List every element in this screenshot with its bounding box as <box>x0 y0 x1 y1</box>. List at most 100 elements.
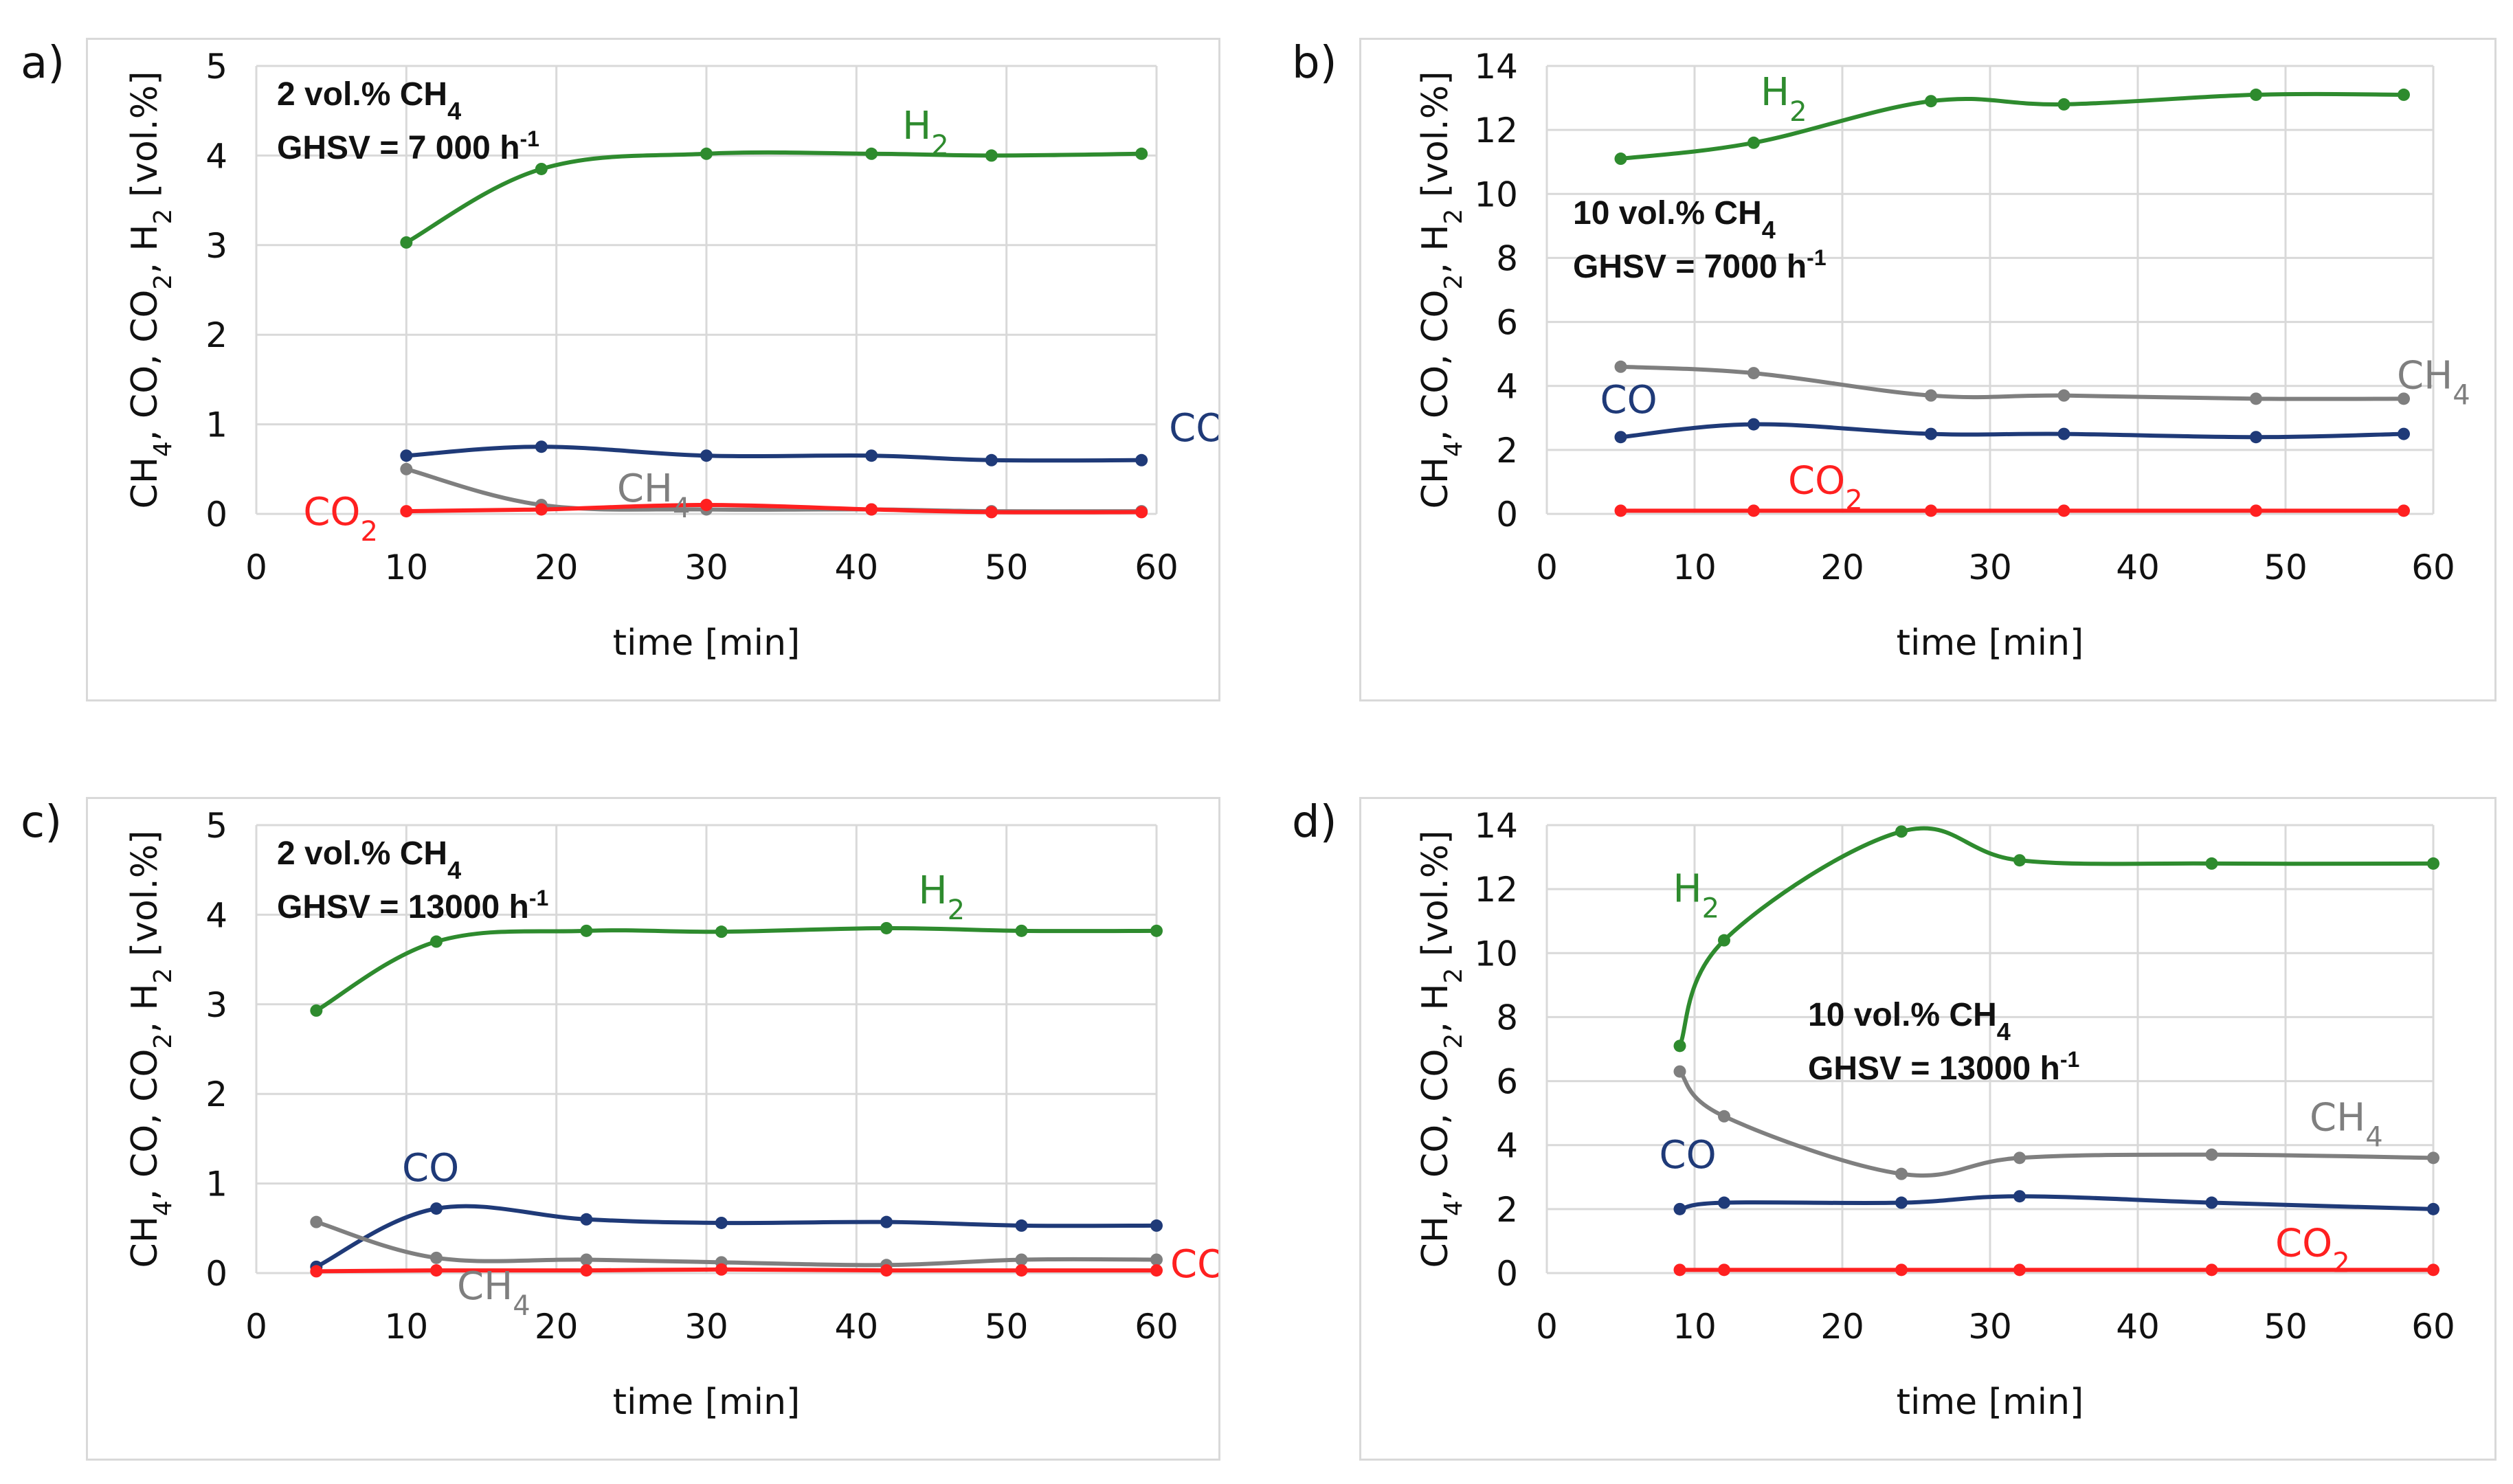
y-tick-label: 12 <box>1474 111 1518 150</box>
x-tick-label: 20 <box>1820 548 1864 587</box>
h2-data-point <box>880 921 893 934</box>
x-tick-label: 20 <box>535 1307 579 1347</box>
series-ch4 <box>310 1215 1163 1272</box>
h2-data-point <box>1718 934 1730 947</box>
co2-data-point <box>1150 1264 1163 1277</box>
x-tick-label: 60 <box>1135 1307 1179 1347</box>
series-co2 <box>1614 504 2410 517</box>
series-h2 <box>1614 88 2410 166</box>
ch4-series-label: CH4 <box>617 466 691 524</box>
ch4-data-point <box>1895 1167 1908 1180</box>
y-tick-label: 8 <box>1496 238 1518 278</box>
co-data-point <box>2013 1190 2026 1203</box>
h2-series-label: H2 <box>919 868 965 926</box>
h2-data-point <box>1015 924 1028 937</box>
co-data-point <box>715 1216 728 1229</box>
y-tick-label: 8 <box>1496 998 1518 1037</box>
co2-data-point <box>580 1264 593 1277</box>
y-axis-label: CH4, CO, CO2, H2 [vol.%] <box>124 71 177 509</box>
y-tick-label: 0 <box>1496 1254 1518 1294</box>
x-tick-label: 30 <box>684 1307 728 1347</box>
co-data-point <box>985 453 998 466</box>
ch4-data-point <box>310 1215 323 1228</box>
ch4-data-point <box>2250 392 2262 405</box>
chart-c-frame: 0 1 2 3 4 5 0 10 20 30 40 50 60 time [min] CH4, CO, CO… <box>86 797 1220 1461</box>
h2-data-point <box>430 935 443 948</box>
annotation-line: GHSV = 13000 h-1 <box>1808 1047 2079 1087</box>
series-co2 <box>400 498 1148 519</box>
h2-data-point <box>2057 98 2070 111</box>
y-tick-label: 3 <box>205 985 227 1025</box>
co2-data-point <box>430 1264 443 1277</box>
x-axis-label: time [min] <box>1897 1382 2084 1423</box>
co-data-point <box>1150 1219 1163 1232</box>
annotation-line: GHSV = 13000 h-1 <box>277 886 548 925</box>
annotation-line: 10 vol.% CH4 <box>1808 997 2011 1046</box>
h2-data-point <box>2250 88 2262 101</box>
series-co2 <box>1673 1263 2439 1277</box>
co2-series-label: CO2 <box>1170 1242 1218 1300</box>
co-data-point <box>1925 427 1937 440</box>
annotation-line: GHSV = 7 000 h-1 <box>277 126 539 166</box>
x-tick-label: 60 <box>2411 548 2455 587</box>
co2-line <box>404 502 1144 515</box>
x-tick-label: 20 <box>535 548 579 587</box>
y-tick-label: 4 <box>205 895 227 935</box>
x-tick-label: 40 <box>2116 548 2160 587</box>
co2-data-point <box>1673 1263 1686 1277</box>
ch4-data-point <box>580 1253 593 1266</box>
h2-data-point <box>1673 1039 1686 1053</box>
h2-data-point <box>580 924 593 937</box>
y-tick-label: 4 <box>205 136 227 176</box>
co2-data-point <box>1718 1263 1730 1277</box>
x-tick-label: 40 <box>835 1307 879 1347</box>
h2-data-point <box>1895 825 1908 838</box>
co2-data-point <box>310 1265 323 1278</box>
co-series-label: CO <box>1660 1133 1717 1178</box>
y-tick-label: 6 <box>1496 1062 1518 1102</box>
co-data-point <box>700 449 713 462</box>
h2-data-point <box>715 925 728 938</box>
co2-data-point <box>400 505 413 518</box>
gridlines <box>255 824 1158 1274</box>
co-series-label: CO <box>1169 406 1218 451</box>
ch4-data-point <box>2013 1151 2026 1165</box>
h2-data-point <box>1614 153 1627 166</box>
co-data-point <box>2427 1202 2439 1215</box>
co2-data-point <box>700 498 713 511</box>
h2-data-point <box>310 1004 323 1017</box>
co2-data-point <box>1135 506 1148 519</box>
panel-a-label: a) <box>21 38 65 89</box>
h2-data-point <box>2013 854 2026 867</box>
ch4-data-point <box>400 462 413 475</box>
annotation-line: GHSV = 7000 h-1 <box>1573 245 1827 285</box>
co2-series-label: CO2 <box>1788 458 1863 516</box>
ch4-data-point <box>430 1251 443 1264</box>
series-ch4 <box>1614 360 2410 405</box>
co-data-point <box>2057 427 2070 440</box>
x-axis-label: time [min] <box>613 622 801 664</box>
x-tick-label: 50 <box>985 548 1029 587</box>
ch4-data-point <box>1718 1110 1730 1123</box>
x-axis-label: time [min] <box>1897 622 2084 664</box>
ch4-data-point <box>1015 1253 1028 1266</box>
h2-data-point <box>2398 88 2410 101</box>
co-data-point <box>580 1213 593 1226</box>
h2-data-point <box>1747 136 1760 149</box>
series-h2 <box>310 921 1163 1017</box>
panel-b-label: b) <box>1292 38 1337 89</box>
y-tick-label: 14 <box>1474 47 1518 87</box>
y-tick-label: 2 <box>205 315 227 355</box>
h2-data-point <box>985 149 998 162</box>
ch4-data-point <box>1150 1253 1163 1266</box>
co2-data-point <box>2205 1263 2218 1277</box>
x-tick-label: 10 <box>385 548 429 587</box>
y-tick-label: 10 <box>1474 175 1518 214</box>
x-tick-label: 10 <box>385 1307 429 1347</box>
y-tick-label: 12 <box>1474 870 1518 910</box>
co-line <box>1677 1194 2435 1211</box>
y-tick-label: 3 <box>205 226 227 266</box>
co2-data-point <box>2013 1263 2026 1277</box>
annotation-line: 10 vol.% CH4 <box>1573 195 1776 244</box>
ch4-data-point <box>2427 1151 2439 1165</box>
